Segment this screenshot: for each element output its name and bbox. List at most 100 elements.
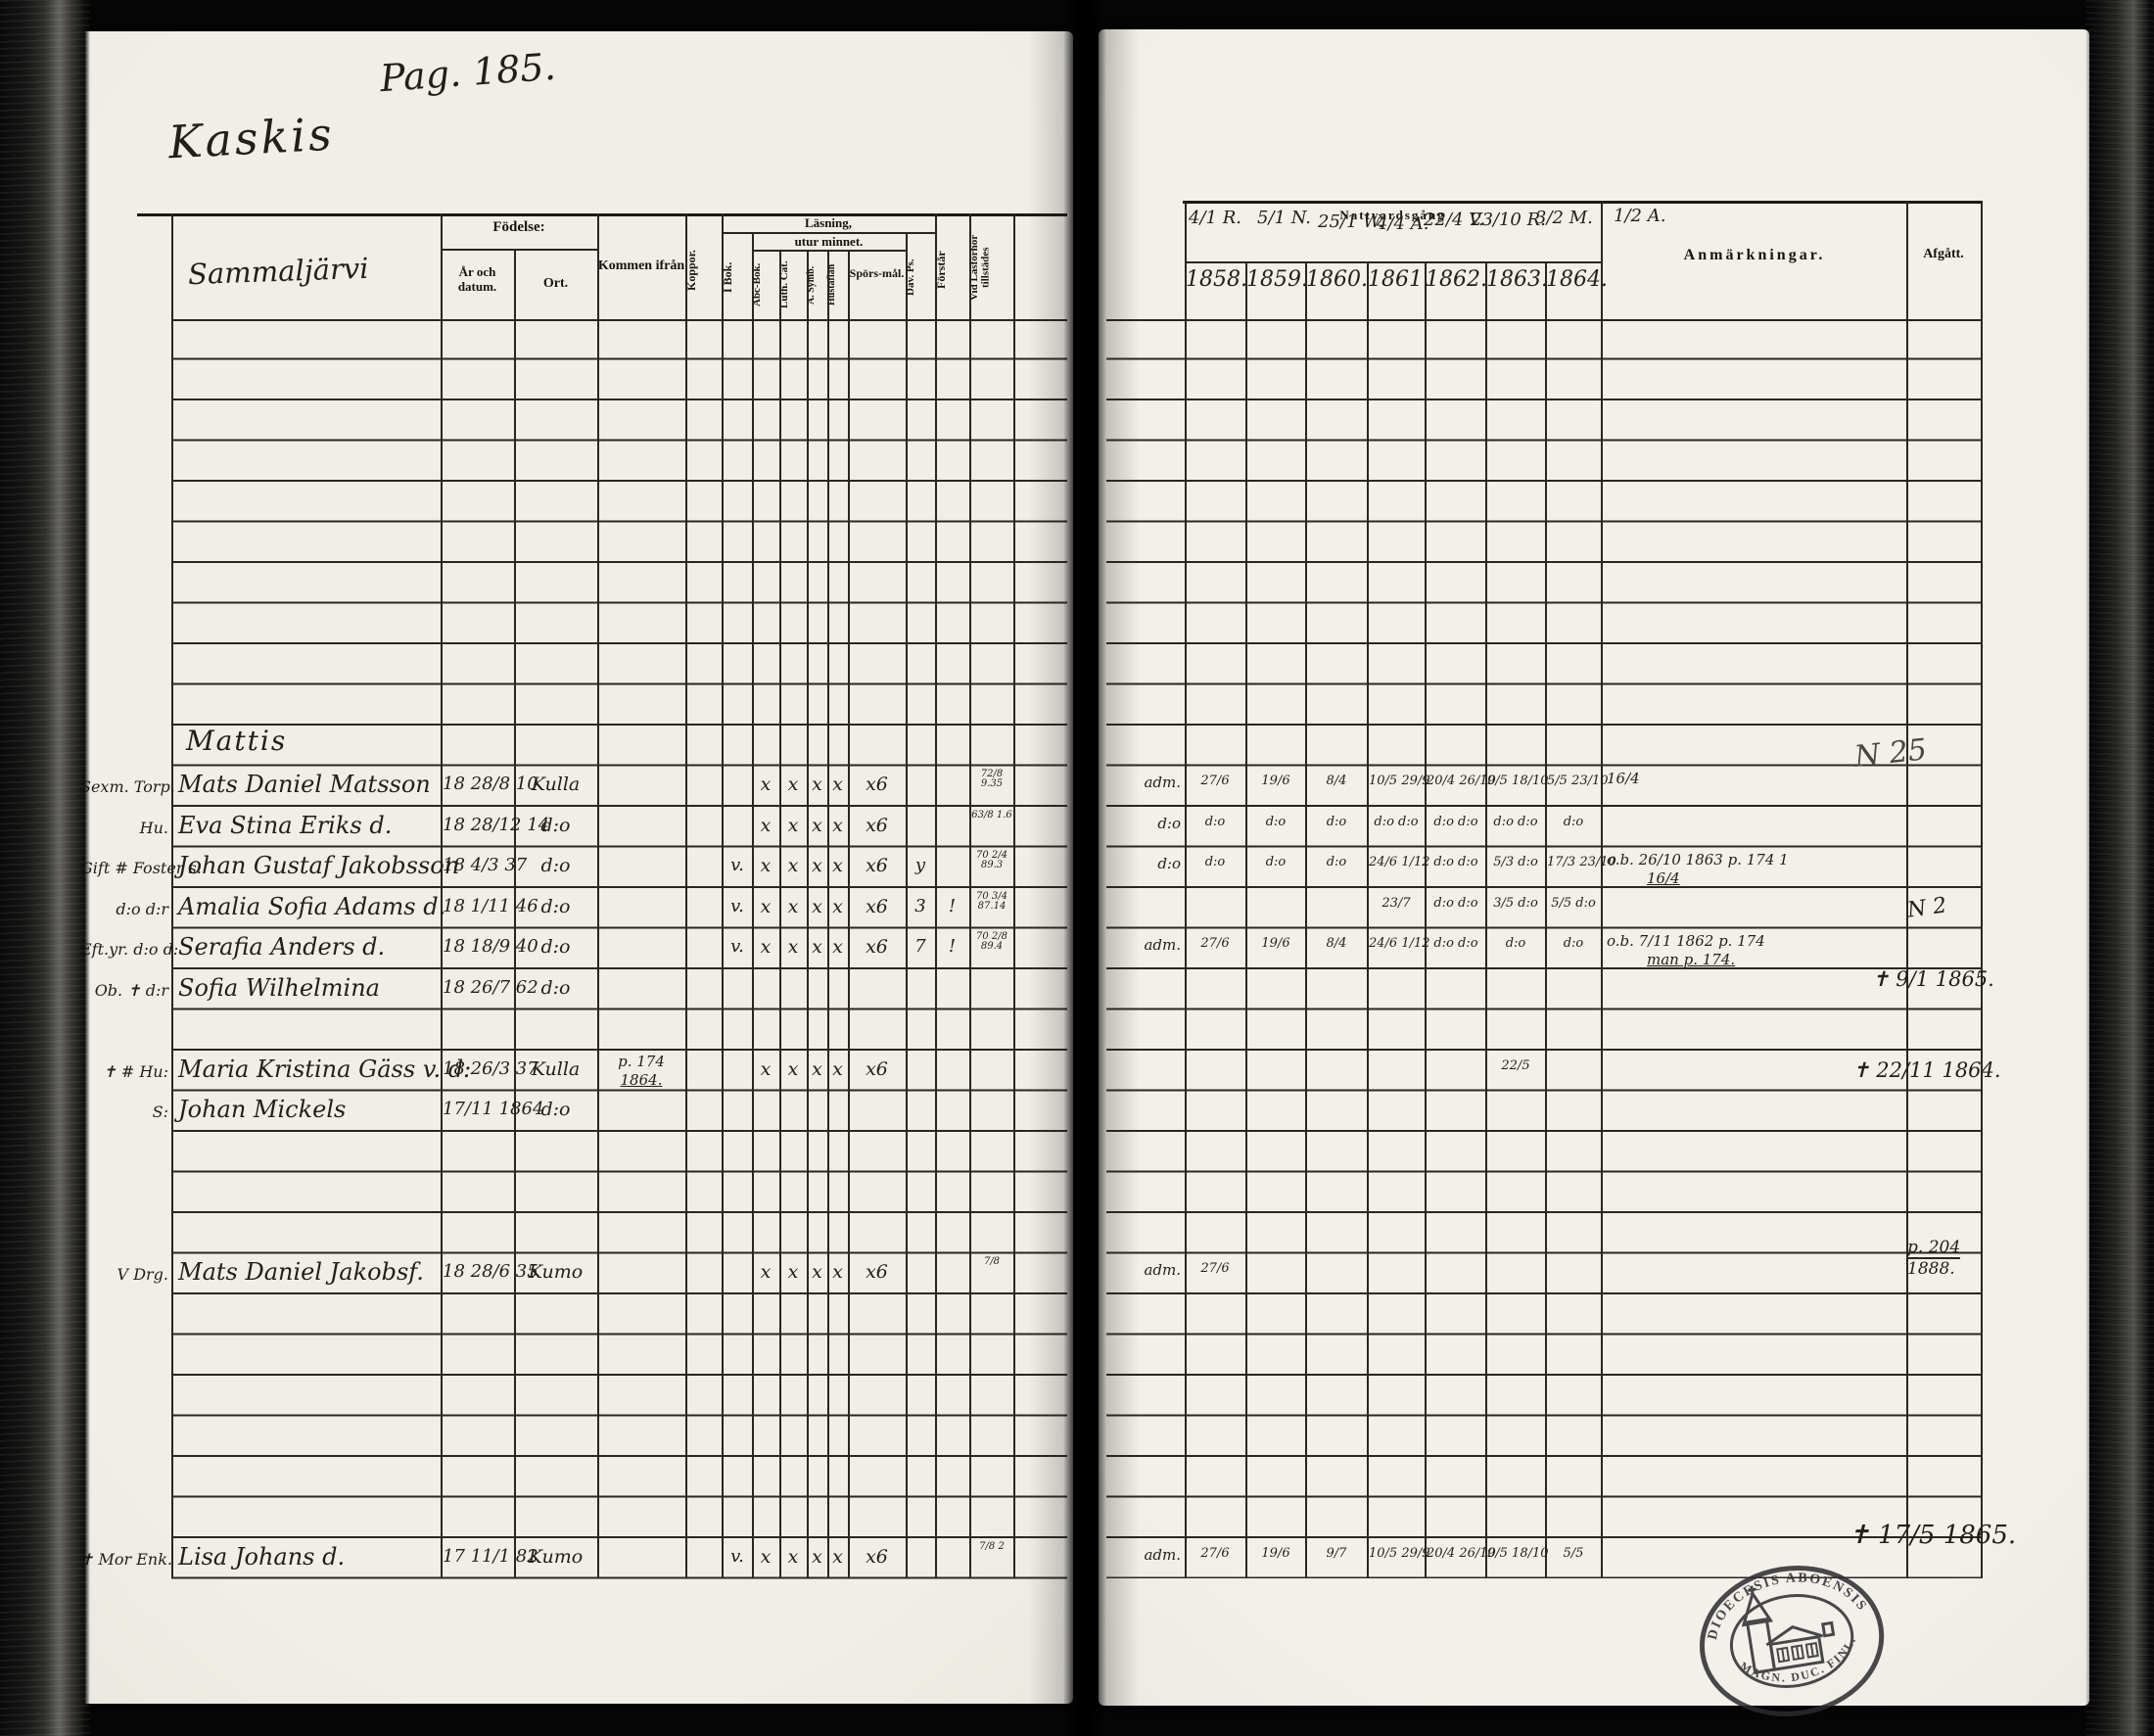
book-spine-shadow: [1063, 0, 1106, 1736]
mark-sporsmal: x6: [866, 936, 888, 958]
birth-place: Kumo: [528, 1546, 584, 1568]
margin-note: Hu.: [139, 819, 168, 837]
mark-tillstades: 7/8: [983, 1256, 1001, 1267]
mark-hust: x: [832, 896, 843, 917]
mark-dav: y: [914, 855, 926, 875]
header-fodelse: Födelse:: [492, 219, 545, 235]
communion-1860: d:o: [1326, 815, 1347, 829]
row-rules: [1106, 319, 1981, 1578]
mark-ibok: v.: [730, 855, 744, 875]
year-label: 1862.: [1426, 267, 1487, 292]
afgatt-scrawl: N 2: [1905, 893, 1948, 923]
communion-row: adm. 27/6 19/6 8/4 10/5 29/9 20/4 26/10 …: [1099, 766, 2089, 807]
mark-hust: x: [832, 1058, 843, 1080]
year-label: 1863.: [1486, 267, 1548, 292]
adm-label: adm.: [1144, 774, 1181, 791]
header-scrawl: 23/10 R.: [1471, 210, 1546, 230]
header-afgatt: Afgått.: [1923, 247, 1964, 261]
mark-symb: x: [812, 1058, 822, 1080]
mark-luth: x: [787, 936, 799, 958]
person-name: Johan Mickels: [178, 1096, 347, 1123]
person-name: Johan Gustaf Jakobsson: [178, 852, 460, 879]
mark-hust: x: [832, 1546, 843, 1568]
communion-1864: 5/5 d:o: [1551, 896, 1596, 911]
ledger-row: Hu. Eva Stina Eriks d. 18 28/12 14 d:o x…: [78, 807, 1073, 848]
birth-place: d:o: [540, 977, 571, 999]
communion-1864: 5/5 23/10: [1547, 774, 1609, 788]
ledger-row: d:o d:r Amalia Sofia Adams d. 18 1/11 46…: [78, 888, 1073, 929]
communion-1858: 27/6: [1200, 774, 1230, 788]
birth-place: d:o: [540, 936, 571, 958]
mark-luth: x: [787, 1546, 799, 1568]
mark-abc: x: [760, 815, 772, 836]
communion-1864: d:o: [1563, 936, 1584, 951]
communion-1861: 24/6 1/12: [1369, 936, 1430, 951]
mark-sporsmal: x6: [866, 1546, 888, 1568]
mark-symb: x: [812, 1261, 822, 1283]
person-name: Sofia Wilhelmina: [178, 974, 380, 1002]
mark-abc: x: [760, 774, 772, 795]
header-anmarkningar: Anmärkningar.: [1683, 247, 1826, 263]
grid-line: [722, 232, 935, 234]
grid-line: [1981, 201, 1983, 1578]
header-utur-minnet: utur minnet.: [794, 234, 864, 249]
birth-date: 18 26/7 62: [443, 977, 538, 998]
afgatt-date: ✝ 17/5 1865.: [1849, 1521, 2017, 1550]
communion-1860: d:o: [1326, 855, 1347, 869]
person-name: Lisa Johans d.: [178, 1543, 346, 1571]
mark-sporsmal: x6: [866, 815, 888, 836]
communion-1863: 5/3 d:o: [1493, 855, 1538, 869]
mark-abc: x: [760, 855, 772, 876]
grid-line: [441, 249, 597, 251]
margin-note: Eft.yr. d:o d:: [80, 940, 179, 959]
mark-sporsmal: x6: [866, 855, 888, 876]
person-name: Serafia Anders d.: [178, 933, 386, 961]
parish-stamp: DIOECESIS ABOENSIS MAGN. DUC. FINL.: [1682, 1540, 1902, 1736]
communion-1862: d:o d:o: [1433, 896, 1478, 911]
communion-row: 22/5 ✝ 22/11 1864.: [1099, 1051, 2089, 1092]
header-scrawl: 5/1 N.: [1257, 208, 1312, 228]
header-kommen-ifran: Kommen ifrån: [597, 258, 685, 273]
mark-symb: x: [812, 896, 822, 917]
communion-row: adm. 27/6 p. 204 1888.: [1099, 1238, 2089, 1294]
remark: 16/4: [1607, 770, 1640, 787]
birth-date: 17/11 1864: [443, 1099, 544, 1119]
year-label: 1864.: [1546, 267, 1608, 292]
mark-symb: x: [812, 855, 822, 876]
communion-row: d:o d:o d:o d:o 24/6 1/12 d:o d:o 5/3 d:…: [1099, 847, 2089, 888]
communion-1860: 9/7: [1326, 1546, 1347, 1561]
mark-hust: x: [832, 1261, 843, 1283]
margin-note: ✝ # Hu:: [103, 1062, 168, 1081]
header-scrawl: 4/4 A.: [1377, 213, 1429, 234]
parish-stamp-icon: DIOECESIS ABOENSIS MAGN. DUC. FINL.: [1697, 1560, 1885, 1716]
mark-luth: x: [787, 815, 799, 836]
mark-symb: x: [812, 815, 822, 836]
came-from-year: 1864.: [620, 1071, 663, 1089]
mark-abc: x: [760, 936, 772, 958]
ledger-row: Eft.yr. d:o d: Serafia Anders d. 18 18/9…: [78, 928, 1073, 969]
header-luth-cat: Luth. Cat.: [778, 260, 790, 309]
came-from-note: p. 174: [618, 1053, 665, 1070]
afgatt-date: ✝ 9/1 1865.: [1872, 967, 1994, 991]
birth-place: Kulla: [531, 774, 581, 795]
margin-note: V Drg.: [117, 1265, 168, 1284]
person-name: Amalia Sofia Adams d.: [178, 893, 446, 920]
mark-tillstades: 72/8 9.35: [980, 769, 1004, 789]
birth-date: 18 1/11 46: [443, 896, 538, 916]
mark-ibok: v.: [730, 896, 744, 916]
header-scrawl: 3/2 M.: [1535, 208, 1593, 228]
grid-line: [1185, 261, 1603, 263]
communion-1861: 10/5 29/9: [1369, 1546, 1430, 1561]
margin-note: Sexm. Torp.: [80, 777, 175, 796]
mark-tillstades: 63/8 1.6: [971, 810, 1012, 821]
adm-label: d:o: [1157, 815, 1181, 832]
adm-label: adm.: [1144, 1546, 1181, 1564]
header-a-symb: A. Symb.: [806, 265, 817, 305]
header-scrawl: 1/2 A.: [1614, 206, 1666, 226]
birth-date: 18 4/3 37: [443, 855, 528, 875]
communion-row: d:o d:o d:o d:o d:o d:o d:o d:o d:o d:o …: [1099, 807, 2089, 848]
header-ar-och-datum: År och datum.: [457, 264, 497, 294]
mark-ibok: v.: [730, 936, 744, 957]
section-name: Mattis: [186, 725, 288, 757]
remark: o.b. 26/10 1863 p. 174 1: [1607, 851, 1789, 868]
